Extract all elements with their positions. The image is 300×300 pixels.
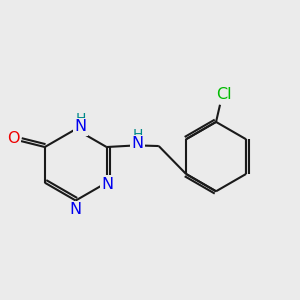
Text: N: N: [132, 136, 144, 151]
Text: N: N: [70, 202, 82, 217]
Text: N: N: [101, 176, 113, 191]
Text: Cl: Cl: [216, 87, 232, 102]
Text: H: H: [132, 128, 143, 142]
Text: O: O: [8, 131, 20, 146]
Text: H: H: [75, 112, 86, 126]
Text: N: N: [74, 119, 86, 134]
